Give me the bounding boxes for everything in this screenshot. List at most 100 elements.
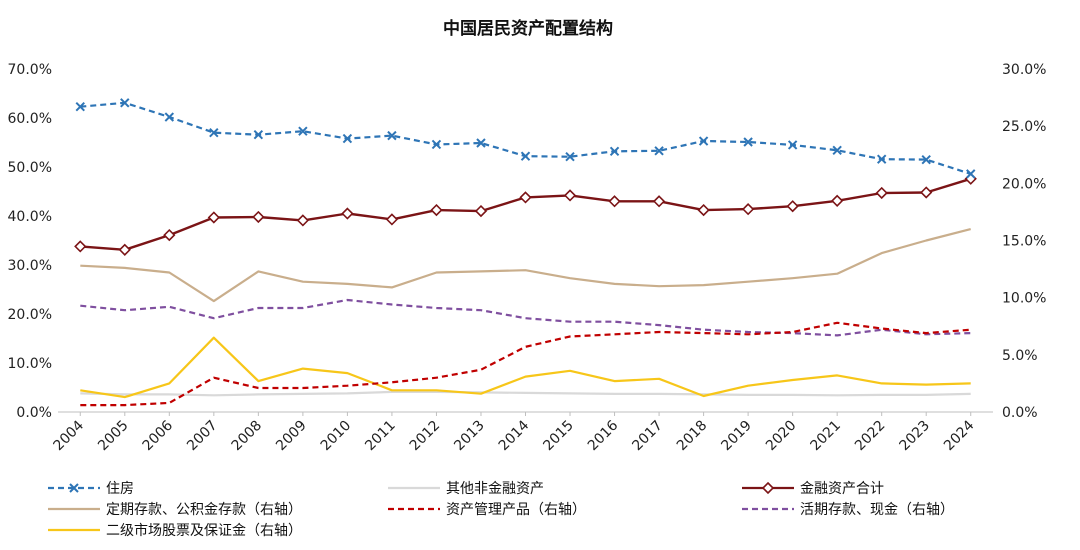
data-point-x-stroke [654,146,664,156]
legend-item: 金融资产合计 [742,481,884,497]
x-tick-label: 2014 [496,417,533,454]
data-point-x [565,152,575,162]
series-line-0 [80,101,972,175]
x-tick-label: 2013 [451,418,488,455]
y-right-tick-label: 10.0% [1002,291,1046,307]
data-point-x-stroke [253,129,264,140]
legend-item: 住房 [48,481,134,497]
x-tick-label: 2020 [763,418,800,455]
legend-label: 资产管理产品（右轴） [446,502,586,518]
data-point-diamond [474,204,488,218]
legend-item: 定期存款、公积金存款（右轴） [48,502,302,518]
data-point-x-stroke [342,133,353,144]
data-point-x-stroke [120,98,130,108]
data-point-diamond [207,211,220,224]
data-point-x [476,138,486,148]
data-point-x-stroke [966,169,976,179]
data-point-x-stroke [921,154,931,165]
data-point-x [342,133,353,144]
data-point-diamond [875,186,888,200]
series-line-5 [80,298,971,337]
data-point-x-stroke [298,126,308,136]
series-layer [74,98,977,407]
data-point-x [520,151,531,161]
x-tick-label: 2007 [184,418,221,455]
legend-marker-x [69,483,79,493]
data-point-x [209,127,219,138]
y-right-tick-label: 15.0% [1002,234,1046,250]
x-tick-label: 2004 [51,417,88,454]
x-tick-label: 2023 [897,418,934,455]
chart-title: 中国居民资产配置结构 [443,18,613,39]
data-point-x-stroke [609,146,620,157]
series-line-3 [80,228,971,303]
data-point-diamond [786,200,799,213]
y-left-tick-label: 70.0% [8,62,52,78]
data-point-diamond [74,240,87,253]
y-right-tick-label: 0.0% [1002,405,1038,421]
data-point-x-stroke [787,140,798,150]
data-point-x-stroke [698,136,709,146]
data-point-diamond [252,210,265,224]
data-point-diamond [430,203,443,217]
y-left-tick-label: 40.0% [8,209,52,225]
data-point-x [966,169,976,179]
data-point-x [253,129,264,140]
data-point-x [75,102,85,112]
data-point-x [387,130,397,141]
data-point-diamond [831,194,844,207]
x-tick-label: 2010 [318,418,355,455]
y-left-tick-label: 20.0% [8,307,52,323]
data-point-x [832,145,842,156]
data-point-x [164,112,175,122]
data-point-x [298,126,308,136]
x-tick-label: 2024 [941,417,978,454]
x-tick-label: 2018 [674,418,711,455]
y-left-tick-label: 10.0% [8,356,52,372]
data-point-x-stroke [431,139,442,150]
data-point-x [787,140,798,150]
data-point-diamond [385,213,399,226]
series-line-1 [80,390,971,397]
x-tick-label: 2008 [229,418,266,455]
legend-label: 住房 [106,481,134,497]
data-point-diamond [608,195,621,208]
data-point-x-stroke [832,145,842,156]
data-point-diamond [163,228,176,242]
data-point-x-stroke [520,151,531,161]
series-line-6 [80,336,971,399]
x-tick-label: 2005 [95,418,132,455]
data-point-x [876,154,887,164]
legend-item: 二级市场股票及保证金（右轴） [48,522,302,539]
legend-item: 活期存款、现金（右轴） [742,502,954,518]
legend-item: 资产管理产品（右轴） [388,502,586,518]
x-tick-label: 2009 [273,418,310,455]
data-point-x-stroke [209,127,219,138]
data-point-x-stroke [75,102,85,112]
x-tick-label: 2019 [718,418,755,455]
data-point-diamond [652,195,666,208]
legend-label: 其他非金融资产 [446,481,544,497]
data-point-x [654,146,664,156]
data-point-x-stroke [743,137,753,147]
data-point-x [698,136,709,146]
x-tick-label: 2017 [629,418,666,455]
y-left-tick-label: 50.0% [8,160,52,176]
legend-label: 活期存款、现金（右轴） [800,502,954,518]
y-left-tick-label: 0.0% [16,405,52,421]
data-point-diamond [118,243,131,256]
y-left-tick-label: 60.0% [8,111,52,127]
data-point-x-stroke [876,154,887,164]
legend-item: 其他非金融资产 [388,481,544,497]
x-tick-label: 2022 [852,418,889,455]
data-point-x-stroke [164,112,175,122]
legend-label: 金融资产合计 [800,481,884,497]
data-point-diamond [519,191,532,204]
series-line-4 [80,321,971,407]
data-point-diamond [563,189,577,202]
y-right-tick-label: 20.0% [1002,176,1046,192]
legend-label: 二级市场股票及保证金（右轴） [106,522,302,539]
data-point-diamond [341,207,354,220]
